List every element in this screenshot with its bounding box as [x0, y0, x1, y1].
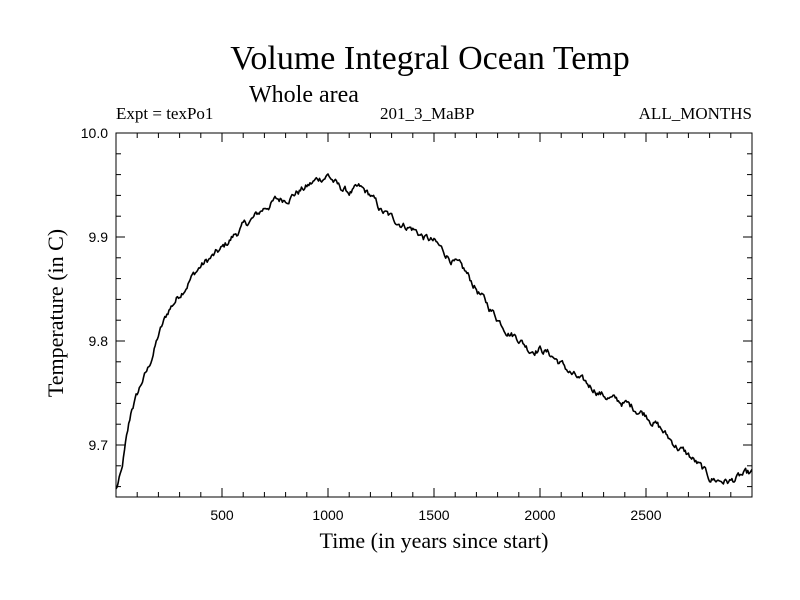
- experiment-label: Expt = texPo1: [116, 104, 214, 123]
- run-label: 201_3_MaBP: [380, 104, 475, 123]
- y-tick-label: 10.0: [81, 125, 108, 141]
- temperature-series-line: [115, 173, 753, 490]
- plot-frame: [115, 132, 753, 498]
- x-tick-label: 1500: [418, 507, 449, 523]
- x-tick-label: 1000: [312, 507, 343, 523]
- x-tick-label: 2000: [524, 507, 555, 523]
- y-tick-label: 9.8: [89, 333, 109, 349]
- x-tick-label: 2500: [630, 507, 661, 523]
- chart-subtitle: Whole area: [249, 82, 359, 108]
- y-tick-label: 9.9: [89, 229, 109, 245]
- months-label: ALL_MONTHS: [638, 104, 752, 123]
- axis-ticks: [116, 132, 752, 497]
- y-tick-label: 9.7: [89, 437, 109, 453]
- x-axis-label: Time (in years since start): [319, 528, 549, 553]
- x-tick-label: 500: [210, 507, 234, 523]
- axis-tick-labels: 500 1000 1500 2000 2500 9.7 9.8 9.9 10.0: [81, 125, 662, 523]
- y-axis-label: Temperature (in C): [43, 228, 68, 398]
- chart-title: Volume Integral Ocean Temp: [230, 40, 630, 77]
